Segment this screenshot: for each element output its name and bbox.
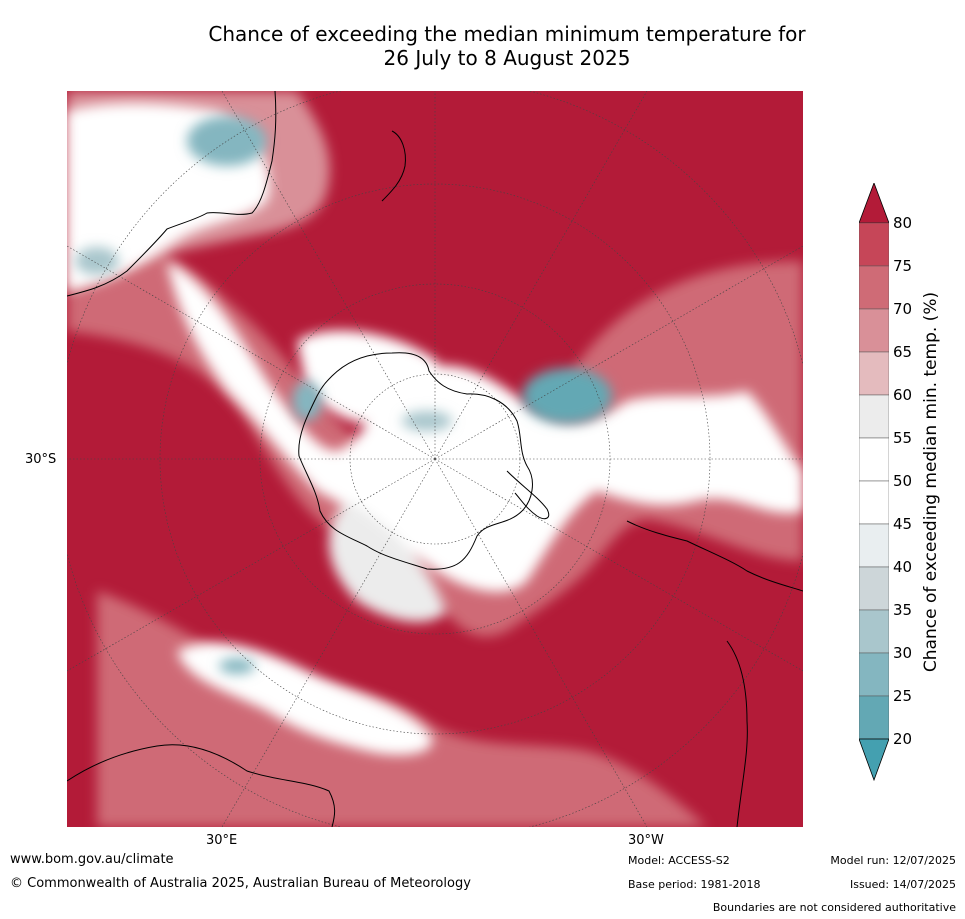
colorbar-tick-label: 40 (893, 558, 913, 576)
south-america-coast-west (726, 640, 748, 827)
colorbar-tick-label: 25 (893, 687, 913, 705)
colorbar-cells (859, 222, 889, 740)
new-zealand-coast (381, 130, 406, 202)
colorbar-bottom-arrow (859, 738, 889, 781)
colorbar-cell (859, 308, 889, 353)
lat-label-30s: 30°S (25, 452, 57, 467)
probability-map (67, 91, 803, 827)
colorbar-cell (859, 437, 889, 482)
australia-coast (67, 91, 277, 297)
footer-model: Model: ACCESS-S2 (628, 854, 730, 867)
graticule (67, 91, 803, 827)
colorbar-cell (859, 566, 889, 611)
colorbar-cell (859, 222, 889, 267)
colorbar-tick-label: 80 (893, 214, 913, 232)
colorbar-title: Chance of exceeding median min. temp. (%… (921, 291, 941, 673)
colorbar-cell (859, 394, 889, 439)
colorbar-cell (859, 652, 889, 697)
colorbar-cell (859, 480, 889, 525)
footer-base-period: Base period: 1981-2018 (628, 878, 761, 891)
footer-model-run: Model run: 12/07/2025 (830, 854, 956, 867)
colorbar-tick-label: 35 (893, 601, 913, 619)
antarctic-peninsula (506, 470, 550, 520)
footer-copyright: © Commonwealth of Australia 2025, Austra… (10, 876, 471, 891)
title-line-2: 26 July to 8 August 2025 (383, 46, 631, 70)
colorbar-tick-label: 50 (893, 472, 913, 490)
colorbar-cell (859, 265, 889, 310)
footer-issued: Issued: 14/07/2025 (849, 878, 956, 891)
footer-disclaimer: Boundaries are not considered authoritat… (712, 901, 956, 914)
chart-title: Chance of exceeding the median minimum t… (0, 22, 965, 70)
map-svg (67, 91, 803, 827)
colorbar-tick-label: 55 (893, 429, 913, 447)
antarctica-coast (298, 352, 533, 570)
lon-label-30w: 30°W (628, 833, 664, 848)
colorbar-tick-label: 45 (893, 515, 913, 533)
south-america-coast-north (626, 520, 803, 592)
coastlines (67, 91, 803, 827)
title-line-1: Chance of exceeding the median minimum t… (208, 22, 806, 46)
colorbar-tick-label: 75 (893, 257, 913, 275)
colorbar-tick-label: 65 (893, 343, 913, 361)
colorbar-cell (859, 609, 889, 654)
colorbar-tick-label: 30 (893, 644, 913, 662)
colorbar-cell (859, 523, 889, 568)
colorbar-cell (859, 351, 889, 396)
colorbar-tick-label: 60 (893, 386, 913, 404)
footer-website: www.bom.gov.au/climate (10, 852, 174, 867)
lon-label-30e: 30°E (206, 833, 238, 848)
colorbar-cell (859, 695, 889, 740)
colorbar-tick-label: 70 (893, 300, 913, 318)
colorbar-tick-label: 20 (893, 730, 913, 748)
africa-coast (67, 744, 336, 827)
colorbar (859, 183, 889, 781)
colorbar-top-arrow (859, 183, 889, 224)
